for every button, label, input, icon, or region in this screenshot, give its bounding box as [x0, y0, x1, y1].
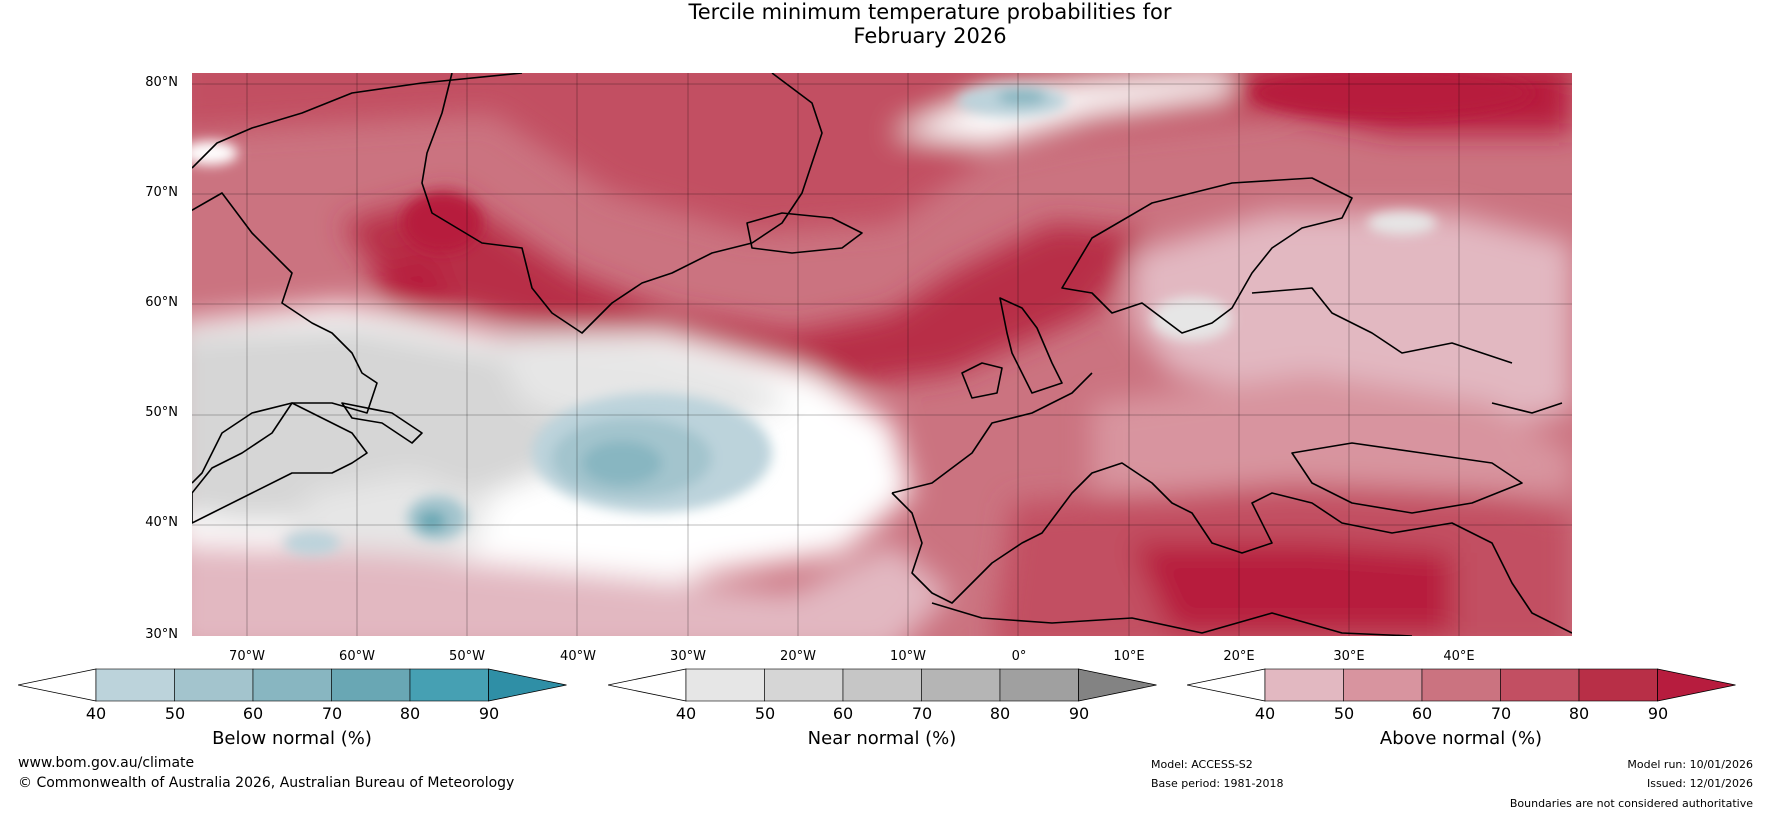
coastlines: [192, 73, 1572, 636]
map-canvas: [192, 73, 1572, 636]
near-segment-60: [842, 668, 922, 702]
lon-label-30e: 30°E: [1333, 649, 1365, 664]
above-tick-50: 50: [1333, 704, 1355, 723]
lon-label-20w: 20°W: [780, 649, 816, 664]
colorbar-title-above: Above normal (%): [1379, 728, 1543, 749]
lat-label-30n: 30°N: [145, 627, 178, 642]
map-title: Tercile minimum temperature probabilitie…: [0, 0, 1770, 48]
near-tick-40: 40: [675, 704, 697, 723]
footer-base-period: Base period: 1981-2018: [1151, 777, 1284, 790]
near-extension-low: [608, 668, 687, 702]
near-tick-80: 80: [989, 704, 1011, 723]
colorbar-title-near: Near normal (%): [807, 728, 957, 749]
lat-label-70n: 70°N: [145, 185, 178, 200]
above-segment-80: [1578, 668, 1658, 702]
colorbar-below: [18, 668, 567, 702]
below-segment-60: [252, 668, 332, 702]
footer-model-run: Model run: 10/01/2026: [1627, 758, 1753, 771]
above-tick-40: 40: [1254, 704, 1276, 723]
gridlines: [192, 73, 1572, 636]
colorbar-near: [608, 668, 1157, 702]
below-tick-70: 70: [321, 704, 343, 723]
above-segment-50: [1343, 668, 1423, 702]
footer-site-link[interactable]: www.bom.gov.au/climate: [18, 755, 195, 771]
below-segment-80: [409, 668, 489, 702]
near-tick-90: 90: [1068, 704, 1090, 723]
near-segment-70: [921, 668, 1001, 702]
footer-copyright: © Commonwealth of Australia 2026, Austra…: [18, 775, 515, 791]
probability-map: [192, 73, 1572, 636]
near-tick-50: 50: [754, 704, 776, 723]
footer-issued: Issued: 12/01/2026: [1646, 777, 1753, 790]
colorbar-above: [1187, 668, 1736, 702]
lon-label-70w: 70°W: [229, 649, 265, 664]
near-extension-high: [1078, 668, 1157, 702]
title-line-1: Tercile minimum temperature probabilitie…: [688, 0, 1172, 24]
lat-label-40n: 40°N: [145, 515, 178, 530]
below-extension-low: [18, 668, 97, 702]
below-tick-90: 90: [478, 704, 500, 723]
above-segment-60: [1421, 668, 1501, 702]
near-segment-40: [685, 668, 765, 702]
near-tick-60: 60: [832, 704, 854, 723]
near-segment-50: [764, 668, 844, 702]
below-extension-high: [488, 668, 567, 702]
near-tick-70: 70: [911, 704, 933, 723]
below-tick-80: 80: [399, 704, 421, 723]
below-tick-40: 40: [85, 704, 107, 723]
lon-label-40w: 40°W: [560, 649, 596, 664]
above-tick-70: 70: [1490, 704, 1512, 723]
above-extension-high: [1657, 668, 1736, 702]
lat-label-60n: 60°N: [145, 295, 178, 310]
title-line-2: February 2026: [853, 24, 1007, 48]
above-extension-low: [1187, 668, 1266, 702]
below-segment-70: [331, 668, 411, 702]
lat-label-50n: 50°N: [145, 405, 178, 420]
lon-label-10w: 10°W: [890, 649, 926, 664]
above-tick-60: 60: [1411, 704, 1433, 723]
lon-label-0: 0°: [1011, 649, 1027, 664]
lon-label-60w: 60°W: [339, 649, 375, 664]
below-segment-40: [95, 668, 175, 702]
lon-label-30w: 30°W: [670, 649, 706, 664]
lat-label-80n: 80°N: [145, 75, 178, 90]
above-tick-90: 90: [1647, 704, 1669, 723]
lon-label-50w: 50°W: [449, 649, 485, 664]
footer-disclaimer: Boundaries are not considered authoritat…: [1509, 797, 1753, 810]
footer-model: Model: ACCESS-S2: [1151, 758, 1253, 771]
above-tick-80: 80: [1568, 704, 1590, 723]
above-segment-40: [1264, 668, 1344, 702]
below-tick-50: 50: [164, 704, 186, 723]
colorbar-title-below: Below normal (%): [212, 728, 372, 749]
near-segment-80: [999, 668, 1079, 702]
lon-label-20e: 20°E: [1223, 649, 1255, 664]
lon-label-40e: 40°E: [1443, 649, 1475, 664]
above-segment-70: [1500, 668, 1580, 702]
below-segment-50: [174, 668, 254, 702]
lon-label-10e: 10°E: [1113, 649, 1145, 664]
below-tick-60: 60: [242, 704, 264, 723]
